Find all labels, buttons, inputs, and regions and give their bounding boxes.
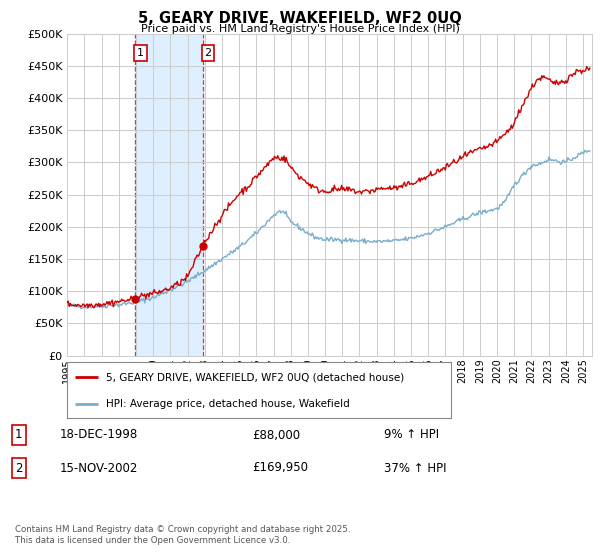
Bar — [135, 34, 203, 356]
Text: 1: 1 — [15, 428, 23, 441]
Text: 5, GEARY DRIVE, WAKEFIELD, WF2 0UQ (detached house): 5, GEARY DRIVE, WAKEFIELD, WF2 0UQ (deta… — [106, 372, 404, 382]
Text: £88,000: £88,000 — [252, 428, 300, 441]
Text: 18-DEC-1998: 18-DEC-1998 — [60, 428, 138, 441]
Text: Price paid vs. HM Land Registry's House Price Index (HPI): Price paid vs. HM Land Registry's House … — [140, 24, 460, 34]
Text: 1: 1 — [137, 48, 144, 58]
Text: 9% ↑ HPI: 9% ↑ HPI — [384, 428, 439, 441]
Text: Contains HM Land Registry data © Crown copyright and database right 2025.
This d: Contains HM Land Registry data © Crown c… — [15, 525, 350, 545]
Text: £169,950: £169,950 — [252, 461, 308, 474]
Text: 2: 2 — [15, 461, 23, 474]
Text: 15-NOV-2002: 15-NOV-2002 — [60, 461, 139, 474]
Text: HPI: Average price, detached house, Wakefield: HPI: Average price, detached house, Wake… — [106, 399, 349, 409]
Text: 5, GEARY DRIVE, WAKEFIELD, WF2 0UQ: 5, GEARY DRIVE, WAKEFIELD, WF2 0UQ — [138, 11, 462, 26]
Text: 2: 2 — [205, 48, 212, 58]
Text: 37% ↑ HPI: 37% ↑ HPI — [384, 461, 446, 474]
